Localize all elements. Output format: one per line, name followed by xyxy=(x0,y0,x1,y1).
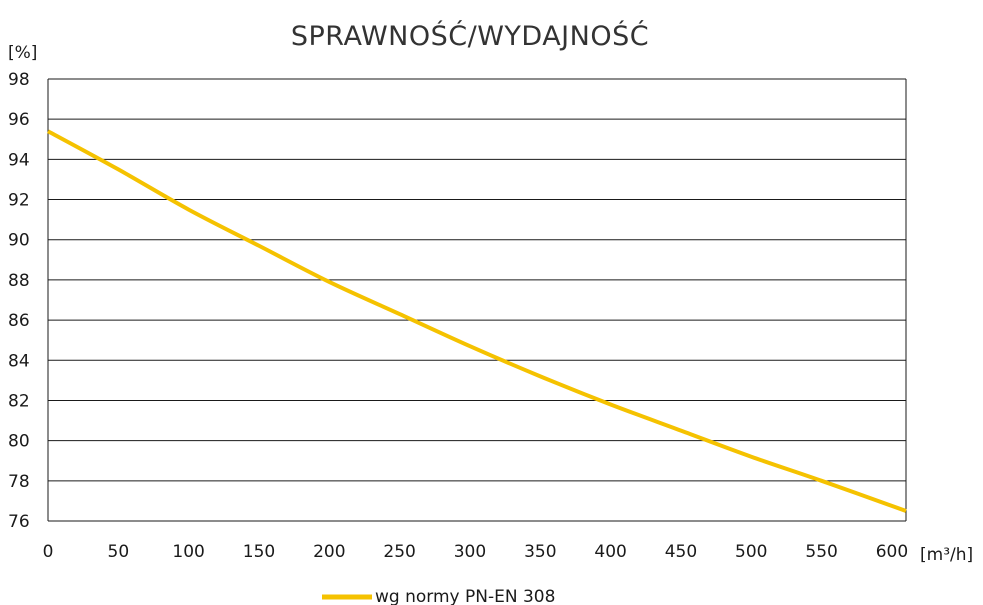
series-layer xyxy=(47,129,907,513)
legend: wg normy PN-EN 308 xyxy=(322,587,555,605)
x-tick-labels: 0 50 100 150 200 250 300 350 400 450 500 550 600 xyxy=(43,542,909,562)
x-tick-label-100: 100 xyxy=(172,542,204,562)
y-tick-label-76: 76 xyxy=(8,512,30,532)
y-tick-label-90: 90 xyxy=(8,231,30,251)
y-tick-label-80: 80 xyxy=(8,432,30,452)
x-axis-label: [m³/h] xyxy=(920,545,973,565)
y-tick-labels: 76 78 80 82 84 86 88 90 92 94 96 98 xyxy=(8,70,30,532)
legend-label-0: wg normy PN-EN 308 xyxy=(375,587,555,605)
x-tick-label-250: 250 xyxy=(383,542,415,562)
grid-lines xyxy=(48,78,906,522)
x-tick-label-600: 600 xyxy=(876,542,908,562)
x-tick-label-350: 350 xyxy=(524,542,556,562)
x-tick-label-450: 450 xyxy=(665,542,697,562)
y-tick-label-98: 98 xyxy=(8,70,30,90)
y-tick-label-82: 82 xyxy=(8,391,30,411)
x-tick-label-400: 400 xyxy=(594,542,626,562)
y-tick-label-84: 84 xyxy=(8,351,30,371)
x-tick-label-0: 0 xyxy=(43,542,54,562)
series-line-0 xyxy=(47,129,907,513)
x-tick-label-500: 500 xyxy=(735,542,767,562)
y-tick-label-88: 88 xyxy=(8,271,30,291)
y-tick-label-92: 92 xyxy=(8,191,30,211)
plot-frame xyxy=(47,79,907,521)
x-tick-label-50: 50 xyxy=(108,542,130,562)
y-axis-label: [%] xyxy=(8,43,37,63)
y-tick-label-94: 94 xyxy=(8,150,30,170)
x-tick-label-200: 200 xyxy=(313,542,345,562)
x-tick-label-300: 300 xyxy=(454,542,486,562)
y-tick-label-86: 86 xyxy=(8,311,30,331)
y-tick-label-78: 78 xyxy=(8,472,30,492)
chart-title: SPRAWNOŚĆ/WYDAJNOŚĆ xyxy=(291,20,649,52)
x-tick-label-150: 150 xyxy=(243,542,275,562)
x-tick-label-550: 550 xyxy=(805,542,837,562)
y-tick-label-96: 96 xyxy=(8,110,30,130)
